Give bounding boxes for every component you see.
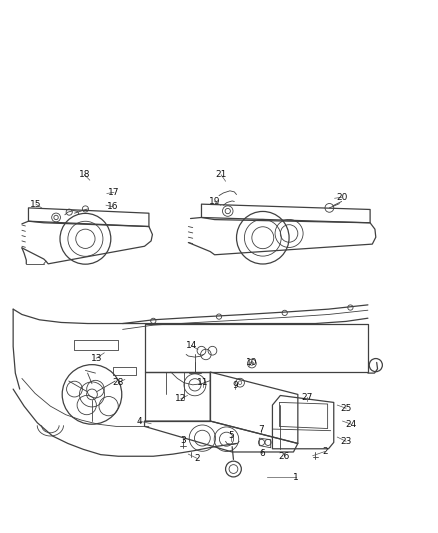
Text: 20: 20 bbox=[336, 193, 347, 201]
Text: 5: 5 bbox=[228, 432, 234, 440]
Text: 23: 23 bbox=[340, 437, 352, 446]
Text: 28: 28 bbox=[113, 378, 124, 387]
Text: 14: 14 bbox=[186, 341, 197, 350]
Text: 6: 6 bbox=[259, 449, 265, 457]
Text: 7: 7 bbox=[258, 425, 264, 434]
Text: 1: 1 bbox=[293, 473, 299, 481]
Text: 21: 21 bbox=[215, 171, 227, 179]
Text: 2: 2 bbox=[194, 454, 200, 463]
Text: 26: 26 bbox=[278, 452, 290, 461]
Text: 24: 24 bbox=[346, 420, 357, 429]
Text: 17: 17 bbox=[108, 188, 120, 197]
Text: 11: 11 bbox=[197, 378, 208, 387]
Text: 27: 27 bbox=[301, 393, 312, 401]
Text: 18: 18 bbox=[79, 171, 90, 179]
Text: 19: 19 bbox=[209, 197, 220, 206]
Text: 12: 12 bbox=[175, 394, 187, 403]
Text: 3: 3 bbox=[180, 437, 186, 445]
Text: 15: 15 bbox=[30, 200, 42, 208]
Text: 13: 13 bbox=[91, 354, 102, 362]
Text: 25: 25 bbox=[340, 404, 352, 413]
Text: 2: 2 bbox=[322, 447, 328, 456]
Text: 4: 4 bbox=[137, 417, 142, 425]
Text: 9: 9 bbox=[232, 381, 238, 390]
Text: 16: 16 bbox=[107, 203, 119, 211]
Text: 10: 10 bbox=[246, 358, 258, 367]
